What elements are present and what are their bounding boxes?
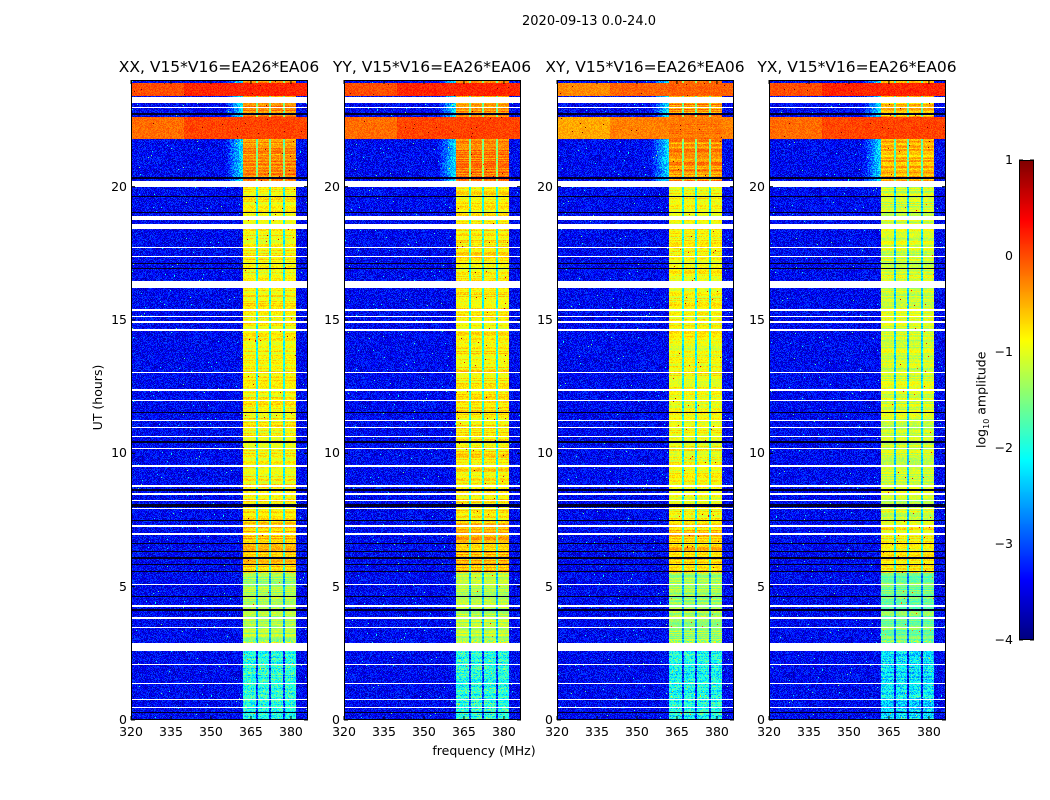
x-tick-label: 350 [412, 724, 436, 739]
x-tick-label: 380 [492, 724, 516, 739]
x-axis-label: frequency (MHz) [432, 743, 536, 758]
x-tick-label: 320 [119, 724, 143, 739]
colorbar-tick-label: 1 [1005, 152, 1013, 167]
panel-title-yx: YX, V15*V16=EA26*EA06 [757, 58, 957, 76]
panel-title-xx: XX, V15*V16=EA26*EA06 [118, 58, 320, 76]
heatmap-yx [769, 80, 946, 720]
heatmap-yy [344, 80, 521, 720]
panel-title-xy: XY, V15*V16=EA26*EA06 [545, 58, 745, 76]
x-tick-label: 365 [452, 724, 476, 739]
x-tick-label: 320 [545, 724, 569, 739]
figure-title: 2020-09-13 0.0-24.0 [522, 14, 656, 29]
y-tick-label: 15 [324, 312, 340, 327]
x-tick-label: 365 [877, 724, 901, 739]
y-tick-label: 10 [111, 445, 127, 461]
x-tick-label: 365 [665, 724, 689, 739]
x-tick-label: 335 [797, 724, 821, 739]
y-tick-label: 15 [111, 312, 127, 327]
colorbar-label-rest: amplitude [973, 351, 989, 419]
colorbar-label-log: log [973, 428, 989, 448]
colorbar-tick-label: −3 [994, 536, 1013, 551]
heatmap-xy [557, 80, 734, 720]
colorbar-label-sub: 10 [981, 418, 991, 429]
heatmap-xx [131, 80, 308, 720]
y-tick-label: 0 [545, 712, 553, 727]
colorbar-frame [1019, 160, 1034, 640]
colorbar-tick-label: 0 [1005, 248, 1013, 263]
x-tick-label: 335 [585, 724, 609, 739]
colorbar-tick-label: −2 [994, 440, 1013, 455]
x-tick-label: 380 [705, 724, 729, 739]
y-tick-label: 15 [749, 312, 765, 327]
y-tick-label: 20 [749, 178, 765, 194]
y-tick-label: 20 [324, 178, 340, 194]
y-tick-label: 5 [545, 578, 553, 594]
colorbar-tick-label: −4 [994, 632, 1013, 647]
x-tick-label: 320 [757, 724, 781, 739]
x-tick-label: 335 [159, 724, 183, 739]
x-tick-label: 335 [372, 724, 396, 739]
x-tick-label: 380 [279, 724, 303, 739]
y-tick-label: 10 [324, 445, 340, 461]
y-axis-label: UT (hours) [90, 364, 105, 431]
x-tick-label: 350 [199, 724, 223, 739]
y-tick-label: 0 [757, 712, 765, 727]
x-tick-label: 320 [332, 724, 356, 739]
colorbar [1019, 160, 1034, 640]
y-tick-label: 10 [537, 445, 553, 461]
y-tick-label: 20 [537, 178, 553, 194]
x-tick-label: 350 [837, 724, 861, 739]
y-tick-label: 5 [119, 578, 127, 594]
panel-title-yy: YY, V15*V16=EA26*EA06 [332, 58, 532, 76]
colorbar-tick-label: −1 [994, 344, 1013, 359]
y-tick-label: 20 [111, 178, 127, 194]
y-tick-label: 5 [757, 578, 765, 594]
colorbar-label: log10 amplitude [973, 330, 991, 470]
x-tick-label: 380 [917, 724, 941, 739]
y-tick-label: 10 [749, 445, 765, 461]
x-tick-label: 365 [239, 724, 263, 739]
y-tick-label: 15 [537, 312, 553, 327]
y-tick-label: 5 [332, 578, 340, 594]
y-tick-label: 0 [119, 712, 127, 727]
x-tick-label: 350 [625, 724, 649, 739]
y-tick-label: 0 [332, 712, 340, 727]
